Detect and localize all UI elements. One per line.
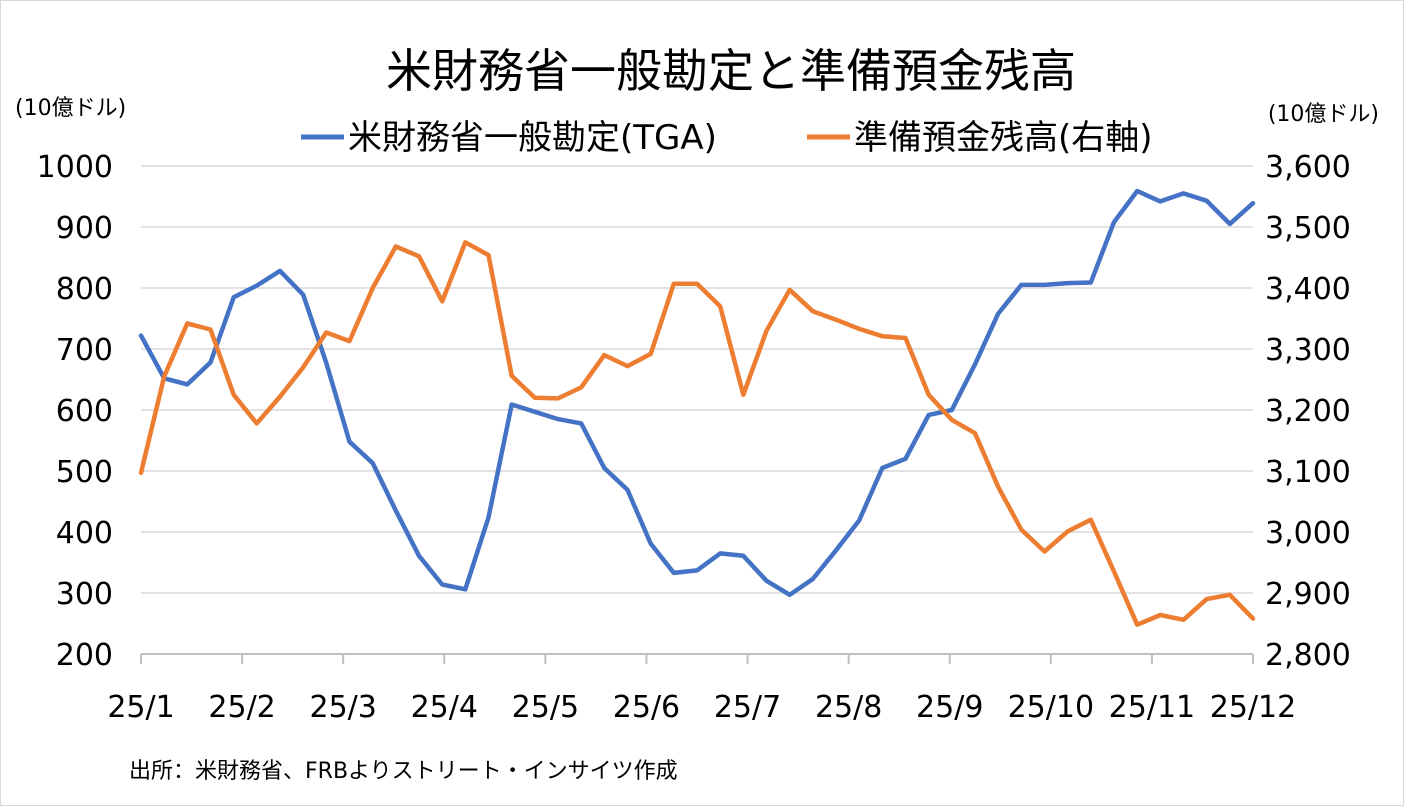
x-tick-label: 25/12	[1210, 690, 1296, 725]
left-axis-unit: (10億ドル)	[15, 96, 126, 121]
x-tick-label: 25/6	[613, 690, 680, 725]
series-layer	[138, 188, 1256, 627]
x-tick-label: 25/1	[107, 690, 174, 725]
left-tick-label: 800	[56, 272, 113, 307]
x-tick-label: 25/5	[512, 690, 579, 725]
right-axis-ticks: 3,600 3,500 3,400 3,300 3,200 3,100 3,000 2,900…	[1265, 150, 1351, 673]
gridlines	[141, 165, 1253, 594]
legend: 米財務省一般勘定(TGA) 準備預金残高(右軸)	[301, 118, 1153, 158]
right-tick-label: 2,900	[1265, 577, 1351, 612]
x-tick-label: 25/9	[916, 690, 983, 725]
right-tick-label: 3,600	[1265, 150, 1351, 185]
x-tick-label: 25/7	[714, 690, 781, 725]
left-tick-label: 1000	[37, 150, 113, 185]
right-tick-label: 3,500	[1265, 211, 1351, 246]
right-tick-label: 3,000	[1265, 516, 1351, 551]
chart-title: 米財務省一般勘定と準備預金残高	[386, 44, 1076, 98]
legend-label-reserves: 準備預金残高(右軸)	[854, 118, 1153, 158]
right-tick-label: 3,100	[1265, 455, 1351, 490]
x-tick-label: 25/8	[815, 690, 882, 725]
left-tick-label: 500	[56, 455, 113, 490]
x-tick-label: 25/2	[208, 690, 275, 725]
right-tick-label: 3,400	[1265, 272, 1351, 307]
x-tick-label: 25/3	[309, 690, 376, 725]
x-tick-label: 25/11	[1109, 690, 1195, 725]
left-tick-label: 300	[56, 577, 113, 612]
x-axis: 25/1 25/2 25/3 25/4 25/5 25/6 25/7 25/8 25/9 25/1…	[107, 653, 1296, 725]
series-line-reserves	[138, 240, 1256, 627]
left-tick-label: 200	[56, 638, 113, 673]
right-tick-label: 3,200	[1265, 394, 1351, 429]
x-tick-label: 25/10	[1008, 690, 1094, 725]
right-axis-unit: (10億ドル)	[1268, 102, 1379, 127]
legend-label-tga: 米財務省一般勘定(TGA)	[348, 118, 717, 158]
series-line-tga	[138, 188, 1256, 598]
left-tick-label: 700	[56, 333, 113, 368]
right-tick-label: 3,300	[1265, 333, 1351, 368]
left-tick-label: 600	[56, 394, 113, 429]
x-tick-label: 25/4	[411, 690, 478, 725]
left-tick-label: 400	[56, 516, 113, 551]
source-note: 出所：米財務省、FRBよりストリート・インサイツ作成	[129, 759, 678, 784]
right-tick-label: 2,800	[1265, 638, 1351, 673]
left-tick-label: 900	[56, 211, 113, 246]
left-axis-ticks: 1000 900 800 700 600 500 400 300 200	[37, 150, 113, 673]
